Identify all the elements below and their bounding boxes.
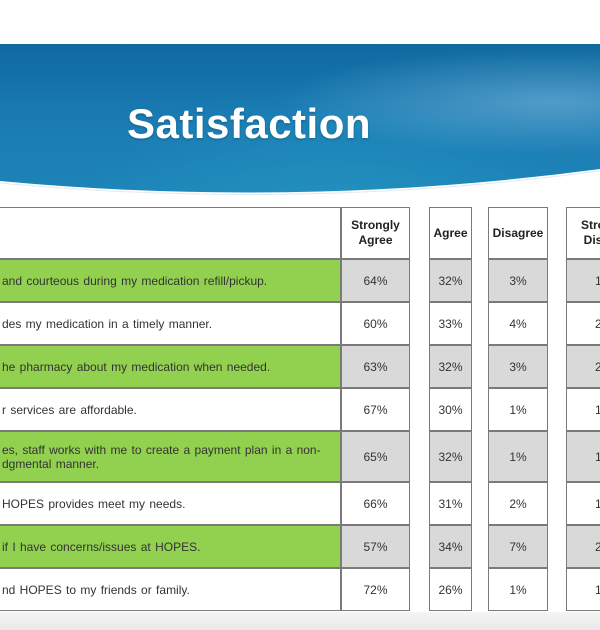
value-cell: 64% [341,259,410,302]
statement-cell: he pharmacy about my medication when nee… [0,345,341,388]
title-banner [0,44,600,209]
value-cell: 2 [566,525,600,568]
value-cell: 57% [341,525,410,568]
value-cell: 60% [341,302,410,345]
slide-title: Satisfaction [126,100,372,147]
value-cell: 1 [566,568,600,611]
column-header: Agree [429,207,472,259]
value-cell: 3% [488,345,548,388]
header-blank-cell [0,207,341,259]
value-cell: 32% [429,431,472,482]
value-cell: 26% [429,568,472,611]
value-cell: 1% [488,431,548,482]
value-cell: 4% [488,302,548,345]
value-cell: 2 [566,302,600,345]
value-cell: 65% [341,431,410,482]
value-cell: 1% [488,388,548,431]
value-cell: 31% [429,482,472,525]
slide-bottom-edge [0,612,600,630]
statement-cell: and courteous during my medication refil… [0,259,341,302]
statement-cell: nd HOPES to my friends or family. [0,568,341,611]
statement-cell: des my medication in a timely manner. [0,302,341,345]
value-cell: 66% [341,482,410,525]
value-cell: 34% [429,525,472,568]
statement-cell: es, staff works with me to create a paym… [0,431,341,482]
value-cell: 3% [488,259,548,302]
value-cell: 32% [429,345,472,388]
value-cell: 1 [566,259,600,302]
value-cell: 33% [429,302,472,345]
value-cell: 67% [341,388,410,431]
value-cell: 63% [341,345,410,388]
value-cell: 72% [341,568,410,611]
column-header: Disagree [488,207,548,259]
value-cell: 2 [566,345,600,388]
banner-curve [0,169,600,209]
statement-cell: HOPES provides meet my needs. [0,482,341,525]
statement-cell: r services are affordable. [0,388,341,431]
value-cell: 7% [488,525,548,568]
value-cell: 2% [488,482,548,525]
value-cell: 1 [566,482,600,525]
value-cell: 30% [429,388,472,431]
value-cell: 1 [566,388,600,431]
value-cell: 1% [488,568,548,611]
column-header: Strongly Agree [341,207,410,259]
column-header: Stro Dis [566,207,600,259]
statement-cell: if I have concerns/issues at HOPES. [0,525,341,568]
value-cell: 1 [566,431,600,482]
value-cell: 32% [429,259,472,302]
